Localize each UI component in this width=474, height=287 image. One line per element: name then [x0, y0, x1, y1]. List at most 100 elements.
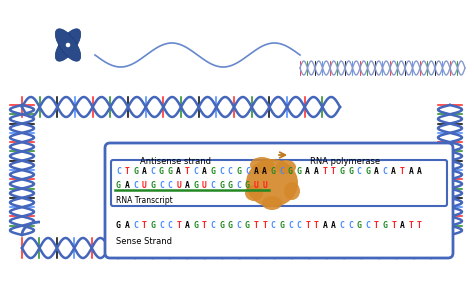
- Text: T: T: [305, 220, 310, 230]
- Text: C: C: [365, 220, 370, 230]
- Text: C: C: [159, 181, 164, 189]
- Text: G: G: [288, 168, 293, 177]
- Text: G: G: [193, 181, 198, 189]
- Text: C: C: [339, 220, 345, 230]
- Text: G: G: [357, 220, 362, 230]
- Text: C: C: [228, 168, 233, 177]
- Text: U: U: [254, 181, 258, 189]
- Text: C: C: [237, 181, 241, 189]
- Text: T: T: [185, 168, 190, 177]
- Text: T: T: [314, 220, 319, 230]
- Ellipse shape: [262, 196, 282, 210]
- Text: T: T: [262, 220, 267, 230]
- Text: G: G: [383, 220, 387, 230]
- Text: G: G: [116, 181, 121, 189]
- Text: G: G: [279, 220, 284, 230]
- Text: C: C: [168, 181, 173, 189]
- Text: T: T: [417, 220, 422, 230]
- Text: T: T: [254, 220, 258, 230]
- Text: G: G: [245, 220, 250, 230]
- Text: G: G: [365, 168, 370, 177]
- Text: T: T: [125, 168, 129, 177]
- Text: C: C: [193, 168, 198, 177]
- Ellipse shape: [246, 159, 298, 207]
- Text: G: G: [210, 168, 216, 177]
- Text: A: A: [254, 168, 258, 177]
- Text: C: C: [297, 220, 301, 230]
- Text: G: G: [193, 220, 198, 230]
- Text: C: C: [210, 181, 216, 189]
- Text: U: U: [142, 181, 146, 189]
- Text: C: C: [210, 220, 216, 230]
- Text: A: A: [125, 220, 129, 230]
- Ellipse shape: [276, 160, 296, 174]
- Ellipse shape: [55, 29, 81, 61]
- Text: A: A: [202, 168, 207, 177]
- Text: T: T: [202, 220, 207, 230]
- Text: A: A: [262, 168, 267, 177]
- Text: A: A: [391, 168, 396, 177]
- Text: G: G: [348, 168, 353, 177]
- Text: G: G: [133, 168, 138, 177]
- Text: C: C: [383, 168, 387, 177]
- Text: C: C: [288, 220, 293, 230]
- Text: A: A: [176, 168, 181, 177]
- Text: C: C: [348, 220, 353, 230]
- Text: A: A: [374, 168, 379, 177]
- Text: A: A: [400, 220, 405, 230]
- Text: C: C: [357, 168, 362, 177]
- Text: G: G: [271, 168, 276, 177]
- Text: Sense Strand: Sense Strand: [116, 237, 172, 246]
- Text: C: C: [245, 168, 250, 177]
- Ellipse shape: [284, 182, 300, 200]
- Text: C: C: [237, 220, 241, 230]
- Text: A: A: [417, 168, 422, 177]
- Text: T: T: [409, 220, 413, 230]
- Text: U: U: [262, 181, 267, 189]
- Text: G: G: [228, 220, 233, 230]
- Text: G: G: [237, 168, 241, 177]
- Text: G: G: [228, 181, 233, 189]
- Text: A: A: [305, 168, 310, 177]
- Text: U: U: [202, 181, 207, 189]
- Text: C: C: [271, 220, 276, 230]
- Text: C: C: [279, 168, 284, 177]
- Text: G: G: [168, 168, 173, 177]
- Text: RNA Transcript: RNA Transcript: [116, 196, 173, 205]
- Text: A: A: [185, 220, 190, 230]
- Text: T: T: [142, 220, 146, 230]
- Text: C: C: [150, 168, 155, 177]
- Text: U: U: [176, 181, 181, 189]
- Text: A: A: [322, 220, 327, 230]
- Text: C: C: [159, 220, 164, 230]
- FancyBboxPatch shape: [111, 160, 447, 206]
- Text: G: G: [219, 181, 224, 189]
- Text: G: G: [150, 220, 155, 230]
- Text: G: G: [245, 181, 250, 189]
- Text: A: A: [314, 168, 319, 177]
- Text: A: A: [409, 168, 413, 177]
- Text: C: C: [116, 168, 121, 177]
- Text: G: G: [297, 168, 301, 177]
- Text: C: C: [133, 220, 138, 230]
- Text: A: A: [125, 181, 129, 189]
- Text: C: C: [133, 181, 138, 189]
- Text: T: T: [400, 168, 405, 177]
- Text: C: C: [168, 220, 173, 230]
- Text: G: G: [150, 181, 155, 189]
- Text: RNA polymerase: RNA polymerase: [310, 157, 380, 166]
- Ellipse shape: [250, 157, 274, 173]
- Text: T: T: [374, 220, 379, 230]
- Text: T: T: [176, 220, 181, 230]
- Text: A: A: [142, 168, 146, 177]
- Text: T: T: [331, 168, 336, 177]
- Text: G: G: [339, 168, 345, 177]
- Text: T: T: [391, 220, 396, 230]
- Text: T: T: [322, 168, 327, 177]
- Text: G: G: [116, 220, 121, 230]
- Ellipse shape: [65, 42, 71, 48]
- Text: G: G: [219, 220, 224, 230]
- Ellipse shape: [55, 29, 81, 61]
- Text: A: A: [185, 181, 190, 189]
- Text: C: C: [219, 168, 224, 177]
